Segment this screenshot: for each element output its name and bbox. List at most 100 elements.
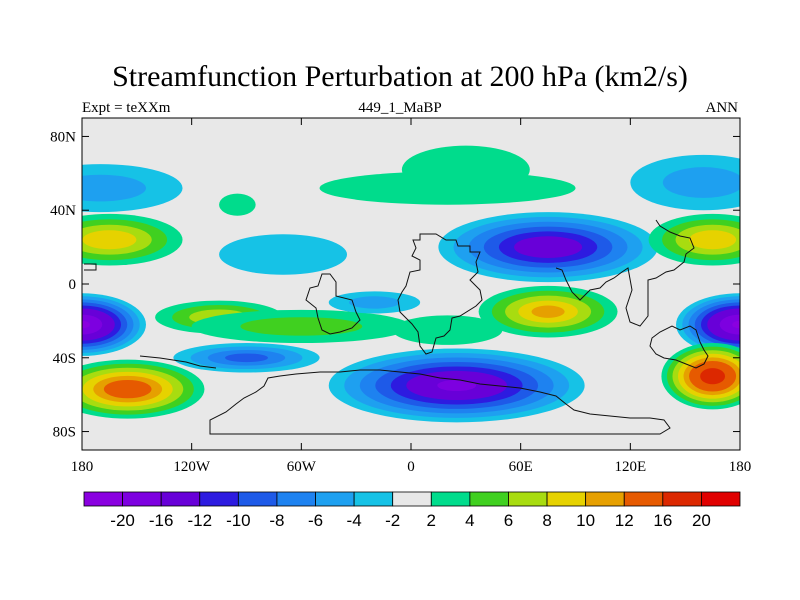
feature-green-south-atlantic-band xyxy=(191,309,411,344)
x-tick-label: 120W xyxy=(173,459,211,475)
coastline-asia xyxy=(555,219,695,327)
feature-red-south-pacific-east xyxy=(661,343,740,410)
contour-level--20 xyxy=(732,320,740,329)
chart-title: Streamfunction Perturbation at 200 hPa (… xyxy=(112,60,688,93)
colorbar-label: -6 xyxy=(308,511,323,530)
colorbar-swatch xyxy=(122,491,162,507)
feature-cyan-equatorial-atlantic xyxy=(328,291,421,314)
feature-yellow-north-pacific-east xyxy=(648,213,740,266)
feature-green-north-atlantic xyxy=(219,193,256,216)
colorbar-label: -8 xyxy=(269,511,284,530)
x-tick-label: 60E xyxy=(509,459,533,475)
contour-level-16 xyxy=(700,368,726,385)
colorbar-swatch xyxy=(276,491,316,507)
colorbar-swatch xyxy=(353,491,394,507)
y-tick-label: 40N xyxy=(50,203,76,219)
contour-level--20 xyxy=(82,320,90,329)
feature-cyan-north-pacific-east xyxy=(630,154,740,211)
contour-level--16 xyxy=(82,314,103,335)
coastline-pacific-sw xyxy=(139,355,217,369)
colorbar-label: -10 xyxy=(226,511,251,530)
feature-cyan-north-pacific xyxy=(82,164,183,213)
feature-blue-tibet-low xyxy=(438,212,658,283)
contour-level-4 xyxy=(240,317,363,336)
contour-level--4 xyxy=(662,167,740,198)
x-tick-label: 120E xyxy=(614,459,646,475)
y-tick-label: 80S xyxy=(53,425,76,441)
y-tick-label: 80N xyxy=(50,129,76,145)
colorbar-swatch xyxy=(237,491,278,507)
colorbar-swatch xyxy=(430,491,471,507)
contour-level--2 xyxy=(219,234,348,275)
x-tick-label: 0 xyxy=(407,459,415,475)
colorbar-label: 12 xyxy=(615,511,634,530)
season-label: ANN xyxy=(705,100,739,116)
colorbar-swatch xyxy=(160,491,201,507)
colorbar: -20 -16 -12 -10 -8 -6 -4 -2 2 4 6 8 10 12 16 20 xyxy=(83,491,741,530)
colorbar-swatch xyxy=(508,491,548,507)
contour-fields xyxy=(82,145,740,423)
contour-level--4 xyxy=(82,174,146,202)
feature-purple-southern-ocean xyxy=(328,348,585,423)
colorbar-label: 20 xyxy=(692,511,711,530)
feature-yellow-north-pacific-west xyxy=(82,213,183,266)
contour-level--16 xyxy=(719,314,740,335)
feature-yellow-indian-ocean xyxy=(478,285,618,338)
contour-level--12 xyxy=(514,236,583,258)
colorbar-label: -2 xyxy=(385,511,400,530)
contour-level--16 xyxy=(437,379,477,392)
colorbar-swatch xyxy=(392,491,432,507)
map-area xyxy=(82,118,740,450)
colorbar-swatch xyxy=(83,491,123,507)
coastline-outline xyxy=(84,219,709,435)
y-axis: 80N 40N 0 40S 80S xyxy=(50,129,740,441)
contour-level-2 xyxy=(319,171,576,205)
experiment-label: Expt = teXXm xyxy=(82,100,171,116)
colorbar-label: 16 xyxy=(653,511,672,530)
y-tick-label: 0 xyxy=(69,277,77,293)
y-tick-label: 40S xyxy=(53,351,76,367)
colorbar-label: -4 xyxy=(347,511,362,530)
feature-blue-south-america-trough xyxy=(173,343,320,373)
colorbar-swatch xyxy=(315,491,355,507)
feature-orange-south-pacific-west xyxy=(82,359,205,419)
feature-cyan-atlantic-subtropic xyxy=(219,234,348,275)
x-tick-label: 180 xyxy=(71,459,94,475)
colorbar-label: -20 xyxy=(110,511,135,530)
feature-purple-south-pacific-east xyxy=(676,293,740,356)
feature-purple-south-pacific-west xyxy=(82,293,146,356)
contour-level--8 xyxy=(224,353,269,363)
colorbar-label: -12 xyxy=(187,511,212,530)
contour-level-2 xyxy=(219,193,256,216)
contour-level-2 xyxy=(392,315,503,345)
colorbar-swatch xyxy=(662,491,702,507)
x-tick-label: 60W xyxy=(287,459,317,475)
feature-green-south-indian xyxy=(392,315,503,345)
coastline-pacific-west xyxy=(84,263,97,271)
colorbar-label: 8 xyxy=(542,511,551,530)
coastline-south-america xyxy=(305,273,361,335)
contour-level-10 xyxy=(531,305,565,318)
colorbar-swatch xyxy=(199,491,239,507)
colorbar-label: -16 xyxy=(149,511,174,530)
contour-level-8 xyxy=(82,230,137,250)
run-label: 449_1_MaBP xyxy=(358,100,442,116)
colorbar-label: 2 xyxy=(427,511,436,530)
coastline-africa xyxy=(397,233,483,355)
colorbar-swatch xyxy=(585,491,625,507)
colorbar-swatch xyxy=(701,491,741,507)
x-tick-label: 180 xyxy=(729,459,752,475)
x-axis: 180 120W 60W 0 60E 120E 180 xyxy=(71,118,752,475)
colorbar-swatch xyxy=(469,491,509,507)
colorbar-swatch xyxy=(546,491,587,507)
colorbar-label: 10 xyxy=(576,511,595,530)
feature-green-north-asia xyxy=(319,171,576,205)
colorbar-label: 4 xyxy=(465,511,474,530)
contour-level--4 xyxy=(349,296,400,309)
coastline-australia xyxy=(649,325,709,369)
contour-level-12 xyxy=(103,379,152,399)
colorbar-swatch xyxy=(623,491,664,507)
colorbar-label: 6 xyxy=(504,511,513,530)
contour-level-8 xyxy=(689,230,737,250)
